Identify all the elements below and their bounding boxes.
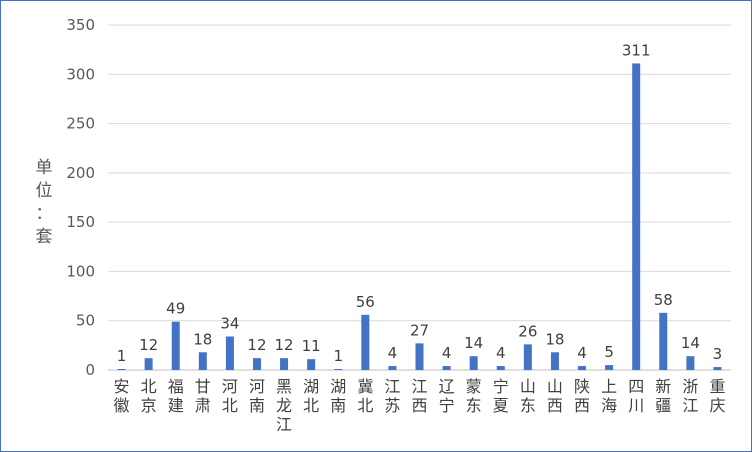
category-label: 宁夏 <box>493 377 509 415</box>
data-label: 5 <box>604 343 614 361</box>
bar-福建 <box>171 321 180 370</box>
bar-河北 <box>225 336 234 370</box>
data-label: 4 <box>388 344 398 362</box>
bar-新疆 <box>659 312 668 370</box>
category-label: 蒙东 <box>466 377 482 415</box>
category-label: 湖北 <box>303 377 319 415</box>
data-label: 34 <box>220 314 239 332</box>
category-label: 黑龙江 <box>276 377 292 434</box>
y-tick-label: 0 <box>85 361 95 379</box>
category-label: 河北 <box>222 377 238 415</box>
bar-河南 <box>252 358 261 370</box>
bar-宁夏 <box>496 366 505 370</box>
data-label: 49 <box>166 300 185 318</box>
category-label: 安徽 <box>114 377 130 415</box>
category-label: 江西 <box>411 377 427 415</box>
data-label: 27 <box>410 321 429 339</box>
data-label: 4 <box>496 344 506 362</box>
y-tick-label: 350 <box>66 16 95 34</box>
bar-山东 <box>523 344 532 370</box>
data-label: 4 <box>442 344 452 362</box>
bar-山西 <box>550 352 559 370</box>
bar-江苏 <box>388 366 397 370</box>
category-label: 山西 <box>547 377 563 415</box>
y-tick-label: 150 <box>66 213 95 231</box>
category-label: 山东 <box>520 377 536 415</box>
y-tick-label: 50 <box>76 312 95 330</box>
data-label: 12 <box>139 336 158 354</box>
category-labels: 安徽北京福建甘肃河北河南黑龙江湖北湖南冀北江苏江西辽宁蒙东宁夏山东山西陕西上海四… <box>114 377 726 434</box>
bar-上海 <box>605 365 614 370</box>
y-tick-label: 300 <box>66 65 95 83</box>
y-axis-title: 单位：套 <box>36 158 53 247</box>
data-label: 11 <box>302 337 321 355</box>
bar-甘肃 <box>198 352 207 370</box>
y-axis-ticks: 0 50 100 150 200 250 300 350 <box>66 16 95 379</box>
data-label: 311 <box>622 41 651 59</box>
data-label: 18 <box>193 330 212 348</box>
data-label: 3 <box>713 345 723 363</box>
category-label: 河南 <box>249 377 265 415</box>
bar-黑龙江 <box>280 358 289 370</box>
data-label: 12 <box>247 336 266 354</box>
category-label: 陕西 <box>574 377 590 415</box>
data-label: 14 <box>464 334 483 352</box>
data-label: 56 <box>356 293 375 311</box>
bar-浙江 <box>686 356 695 370</box>
y-tick-label: 100 <box>66 262 95 280</box>
category-label: 冀北 <box>357 377 373 415</box>
category-label: 上海 <box>601 377 617 415</box>
data-label: 26 <box>518 322 537 340</box>
category-label: 浙江 <box>682 377 698 415</box>
bar-蒙东 <box>469 356 478 370</box>
category-label: 北京 <box>141 377 157 415</box>
category-label: 甘肃 <box>195 377 211 415</box>
bar-安徽 <box>117 369 126 370</box>
data-label: 1 <box>117 347 127 365</box>
bar-湖北 <box>307 359 316 370</box>
data-label: 14 <box>681 334 700 352</box>
y-tick-label: 250 <box>66 115 95 133</box>
data-label: 1 <box>333 347 343 365</box>
y-axis-label: 单位：套 <box>36 158 53 247</box>
data-label: 58 <box>654 291 673 309</box>
y-tick-label: 200 <box>66 164 95 182</box>
bar-重庆 <box>713 367 722 370</box>
data-label: 18 <box>545 330 564 348</box>
bar-冀北 <box>361 314 370 370</box>
category-label: 新疆 <box>655 377 671 415</box>
bars <box>117 63 722 370</box>
bar-湖南 <box>334 369 343 370</box>
data-label: 12 <box>275 336 294 354</box>
bar-北京 <box>144 358 153 370</box>
bar-江西 <box>415 343 424 370</box>
category-label: 四川 <box>628 377 644 415</box>
bar-陕西 <box>578 366 587 370</box>
bar-四川 <box>632 63 641 370</box>
category-label: 辽宁 <box>439 377 455 415</box>
bar-辽宁 <box>442 366 451 370</box>
gridlines <box>108 24 731 371</box>
category-label: 福建 <box>168 377 184 415</box>
category-label: 重庆 <box>709 377 725 415</box>
category-label: 湖南 <box>330 377 346 415</box>
data-label: 4 <box>577 344 587 362</box>
category-label: 江苏 <box>384 377 400 415</box>
